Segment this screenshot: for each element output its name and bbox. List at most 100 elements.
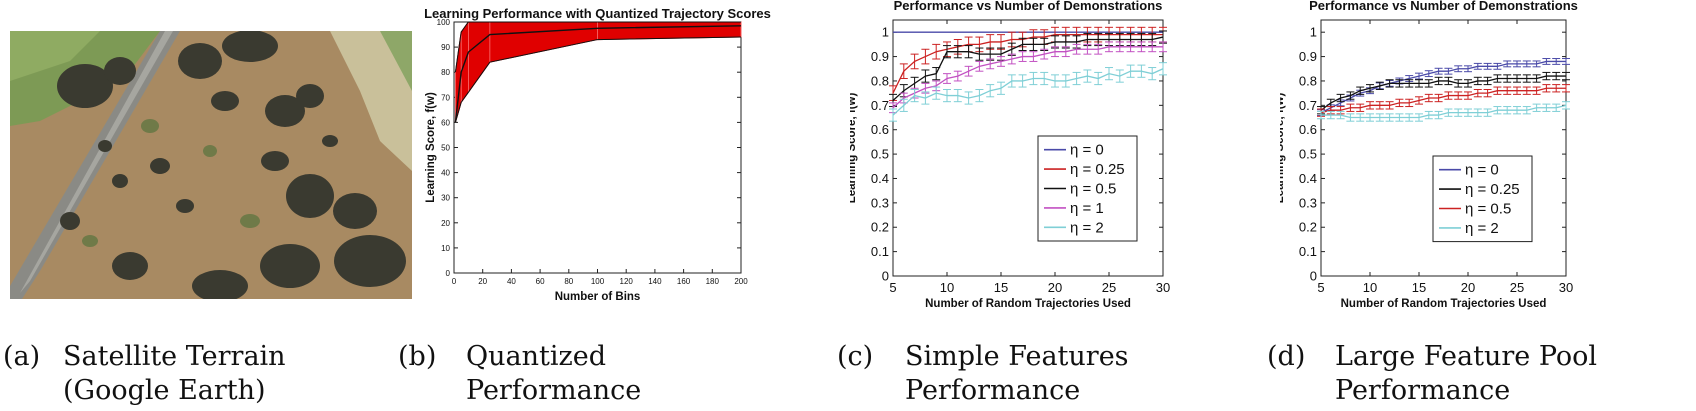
error-bar bbox=[1424, 93, 1433, 103]
error-bar bbox=[1473, 88, 1482, 98]
error-bar bbox=[1415, 72, 1423, 80]
error-bar bbox=[1336, 93, 1345, 103]
caption-line-1: Quantized bbox=[466, 341, 606, 372]
caption-letter: (d) bbox=[1267, 341, 1306, 372]
error-bar bbox=[1385, 79, 1394, 88]
y-tick-label: 10 bbox=[441, 244, 450, 253]
error-bar bbox=[1503, 106, 1512, 115]
error-bar bbox=[1562, 58, 1570, 65]
error-bar bbox=[921, 48, 930, 65]
x-tick-label: 15 bbox=[994, 280, 1008, 295]
error-bar bbox=[1454, 65, 1463, 73]
error-bar bbox=[986, 58, 995, 70]
chart-title: Learning Performance with Quantized Traj… bbox=[424, 6, 771, 21]
error-bar bbox=[1029, 51, 1038, 62]
error-bar bbox=[1493, 106, 1502, 115]
x-tick-label: 0 bbox=[452, 277, 457, 286]
y-tick-label: 0.4 bbox=[871, 171, 889, 186]
error-bar bbox=[1405, 79, 1414, 88]
error-bar bbox=[1503, 60, 1512, 68]
series-line bbox=[892, 68, 1164, 116]
error-bar bbox=[1493, 62, 1502, 70]
y-axis-label: Learning Score, f(w) bbox=[850, 93, 858, 204]
error-bar bbox=[975, 60, 984, 72]
series-line bbox=[1320, 60, 1566, 114]
error-bar bbox=[1473, 76, 1482, 86]
y-tick-label: 0.9 bbox=[871, 49, 889, 64]
y-tick-label: 0.9 bbox=[1299, 49, 1317, 64]
error-bar bbox=[1366, 101, 1374, 110]
series-line bbox=[1320, 75, 1566, 111]
y-tick-label: 1 bbox=[1310, 25, 1317, 40]
error-bar bbox=[1444, 67, 1453, 75]
y-tick-label: 0.5 bbox=[1299, 147, 1317, 162]
error-bar bbox=[943, 73, 951, 84]
error-bar bbox=[1434, 76, 1443, 86]
error-bar bbox=[1493, 86, 1502, 95]
y-tick-label: 0 bbox=[882, 269, 889, 284]
error-bar bbox=[1018, 74, 1027, 88]
error-bar bbox=[1105, 41, 1113, 53]
error-bar bbox=[1493, 74, 1502, 83]
y-tick-label: 80 bbox=[441, 68, 450, 77]
y-tick-label: 0.3 bbox=[871, 195, 889, 210]
error-bar bbox=[1454, 108, 1463, 117]
chart-title: Performance vs Number of Demonstrations bbox=[1309, 0, 1578, 13]
error-bar bbox=[1434, 67, 1443, 75]
error-bar bbox=[1434, 110, 1443, 120]
y-tick-label: 20 bbox=[441, 219, 450, 228]
error-bar bbox=[953, 45, 962, 59]
satellite-terrain-image bbox=[10, 31, 412, 299]
x-tick-label: 80 bbox=[564, 277, 573, 286]
plot-frame bbox=[453, 21, 742, 274]
y-tick-label: 40 bbox=[441, 169, 450, 178]
series-line bbox=[892, 36, 1164, 101]
series-line bbox=[1320, 87, 1566, 114]
error-bar bbox=[1483, 76, 1492, 86]
panel-d: 5 10 15 20 25 30 0 0.1 0.2 0.3 0.4 0.5 0.6 0.7 0.8 0.9 1… bbox=[1267, 0, 1696, 411]
x-tick-label: 160 bbox=[677, 277, 691, 286]
error-bar bbox=[1105, 67, 1113, 81]
error-bar bbox=[1424, 79, 1433, 88]
caption-letter: (c) bbox=[837, 341, 874, 372]
legend-label: η = 0 bbox=[1070, 142, 1104, 159]
chart-title: Performance vs Number of Demonstrations bbox=[894, 0, 1163, 13]
y-tick-label: 0.7 bbox=[1299, 98, 1317, 113]
error-bar bbox=[1040, 71, 1049, 86]
x-tick-label: 15 bbox=[1412, 280, 1426, 295]
error-bar bbox=[1336, 110, 1345, 120]
error-bar bbox=[1513, 60, 1521, 68]
x-tick-label: 5 bbox=[889, 280, 896, 295]
error-bar bbox=[932, 86, 941, 100]
error-bar bbox=[899, 98, 908, 112]
x-tick-label: 10 bbox=[1363, 280, 1377, 295]
y-tick-label: 0.1 bbox=[871, 244, 889, 259]
series-line bbox=[892, 46, 1163, 109]
y-tick-label: 0.2 bbox=[1299, 220, 1317, 235]
error-bar bbox=[1356, 103, 1365, 112]
error-bar bbox=[1542, 58, 1551, 65]
panel-c: 5 10 15 20 25 30 0 0.1 0.2 0.3 0.4 0.5 0.6 0.7 0.8 0.9 1… bbox=[837, 0, 1280, 411]
legend-label: η = 0.25 bbox=[1070, 161, 1125, 178]
error-bar bbox=[1395, 98, 1404, 108]
error-bar bbox=[932, 67, 941, 81]
error-bar bbox=[953, 70, 962, 82]
error-bar bbox=[1072, 43, 1081, 55]
legend-label: η = 1 bbox=[1070, 200, 1104, 217]
error-bar bbox=[1029, 71, 1038, 86]
error-bar bbox=[1405, 98, 1414, 108]
x-tick-label: 5 bbox=[1317, 280, 1324, 295]
error-bar bbox=[1094, 71, 1103, 86]
y-tick-label: 0.1 bbox=[1299, 244, 1317, 259]
error-bar bbox=[910, 88, 919, 103]
x-tick-label: 20 bbox=[478, 277, 487, 286]
y-tick-label: 0 bbox=[446, 269, 451, 278]
y-tick-label: 0.8 bbox=[871, 73, 889, 88]
error-bar bbox=[1562, 71, 1570, 81]
error-bar bbox=[1483, 88, 1492, 98]
y-tick-label: 0.7 bbox=[871, 98, 889, 113]
x-tick-label: 140 bbox=[648, 277, 662, 286]
error-bar bbox=[997, 81, 1005, 95]
error-bar bbox=[932, 43, 941, 60]
y-tick-label: 0.2 bbox=[871, 220, 889, 235]
